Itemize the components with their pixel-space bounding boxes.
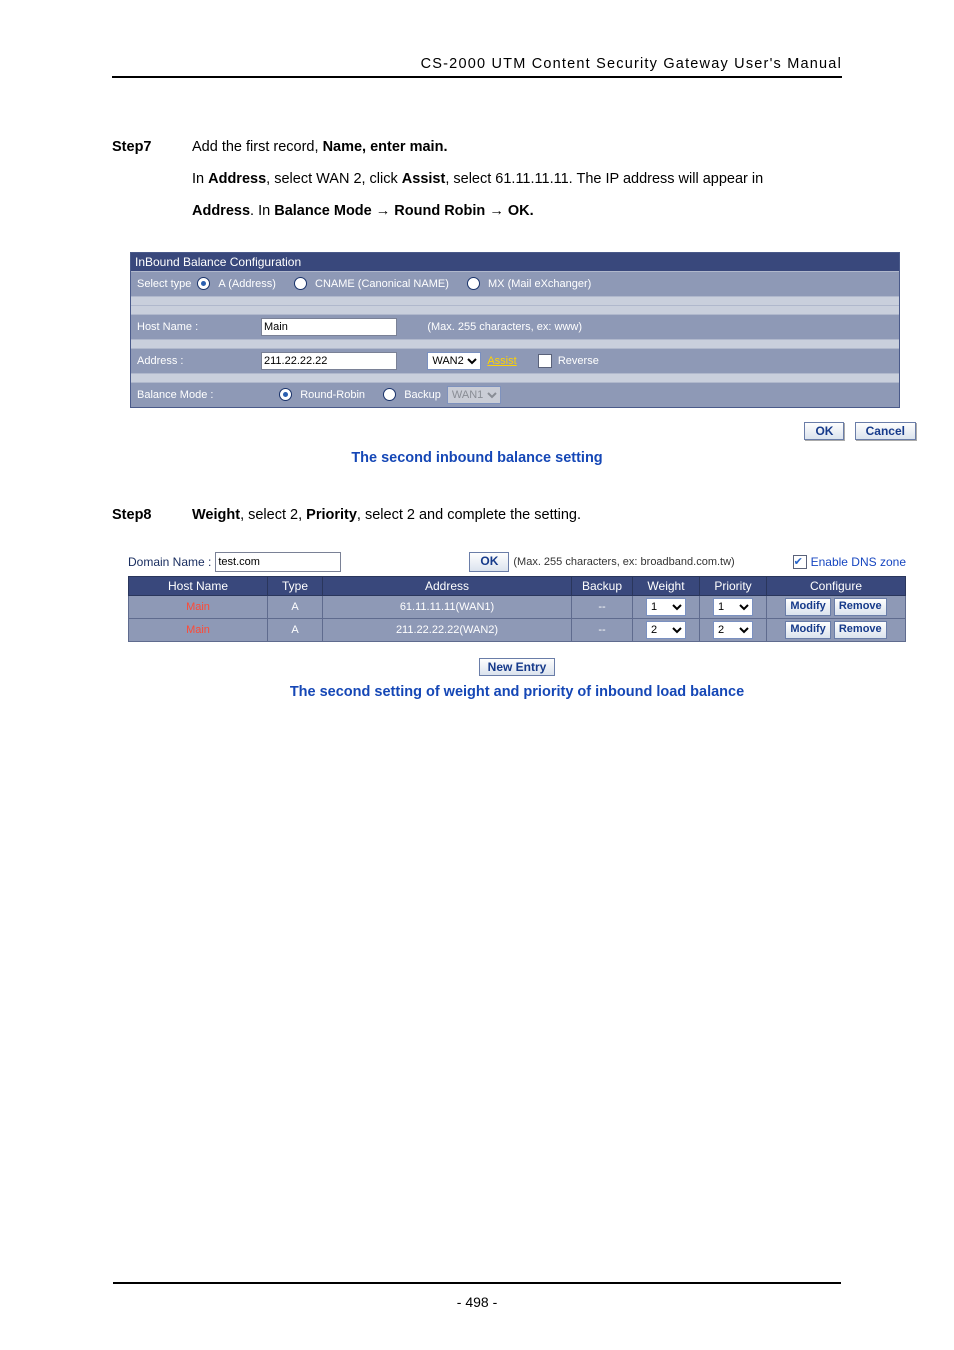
th-priority: Priority [700,576,767,595]
step7-t3d: Round Robin [390,203,489,219]
backup-wan-select: WAN1 [447,386,501,404]
step7-t3a: Address [192,203,250,219]
caption1: The second inbound balance setting [112,450,842,466]
step8-d: , select 2 and complete the setting. [357,507,581,523]
inbound-panel: InBound Balance Configuration Select typ… [130,252,900,408]
step7-t2d: Assist [402,171,446,187]
th-address: Address [323,576,572,595]
domain-ok-button[interactable]: OK [469,552,509,572]
bk-label: Backup [404,389,441,401]
step7-label: Step7 [112,132,192,228]
radio-roundrobin[interactable] [279,388,292,401]
weight-select[interactable]: 2 [646,621,686,639]
panel-title: InBound Balance Configuration [131,253,899,271]
enable-dns-label: Enable DNS zone [811,555,906,569]
address-input[interactable] [261,352,397,370]
th-host: Host Name [129,576,268,595]
address-label: Address : [137,355,255,367]
balance-label: Balance Mode : [137,389,255,401]
th-weight: Weight [633,576,700,595]
step8-label: Step8 [112,500,192,532]
hostname-label: Host Name : [137,321,255,333]
step7-t3e: OK. [504,203,534,219]
cell-type: A [268,618,323,641]
table-row: Main A 211.22.22.22(WAN2) -- 2 2 Modify … [129,618,906,641]
arrow2: → [489,203,504,219]
step7-t2a: In [192,171,208,187]
weight-select[interactable]: 1 [646,598,686,616]
arrow1: → [376,203,391,219]
step7-t2e: , select 61.11.11.11. The IP address wil… [445,171,763,187]
radio-a-label: A (Address) [218,278,275,290]
radio-cname-label: CNAME (Canonical NAME) [315,278,449,290]
th-type: Type [268,576,323,595]
step7-t2c: , select WAN 2, click [266,171,402,187]
cell-address: 211.22.22.22(WAN2) [323,618,572,641]
assist-link[interactable]: Assist [487,355,516,367]
new-entry-button[interactable]: New Entry [479,658,556,676]
select-type-label: Select type [137,278,191,290]
radio-mx-label: MX (Mail eXchanger) [488,278,591,290]
step7-t3b: . In [250,203,274,219]
rr-label: Round-Robin [300,389,365,401]
step7-t3c: Balance Mode [274,203,376,219]
cell-host: Main [129,595,268,618]
hostname-note: (Max. 255 characters, ex: www) [427,321,582,333]
step7-bold1: Name, enter main. [323,139,448,155]
remove-button[interactable]: Remove [834,621,887,639]
wan-select[interactable]: WAN2 [427,352,481,370]
ok-button[interactable]: OK [804,422,844,440]
radio-backup[interactable] [383,388,396,401]
cancel-button[interactable]: Cancel [855,422,916,440]
step8-b: , select 2, [240,507,306,523]
page-number: - 498 - [113,1282,841,1310]
step8-a: Weight [192,507,240,523]
hostname-input[interactable] [261,318,397,336]
priority-select[interactable]: 2 [713,621,753,639]
radio-cname[interactable] [294,277,307,290]
th-configure: Configure [767,576,906,595]
radio-mx[interactable] [467,277,480,290]
domain-name-label: Domain Name : [128,555,211,569]
domain-note: (Max. 255 characters, ex: broadband.com.… [513,556,734,568]
balance-table: Host Name Type Address Backup Weight Pri… [128,576,906,642]
caption2: The second setting of weight and priorit… [128,684,906,700]
step8-c: Priority [306,507,357,523]
doc-header: CS-2000 UTM Content Security Gateway Use… [112,56,842,78]
reverse-checkbox[interactable] [538,354,552,368]
cell-backup: -- [572,618,633,641]
priority-select[interactable]: 1 [713,598,753,616]
radio-a[interactable] [197,277,210,290]
enable-dns-checkbox[interactable] [793,555,807,569]
cell-address: 61.11.11.11(WAN1) [323,595,572,618]
reverse-label: Reverse [558,355,599,367]
domain-name-input[interactable] [215,552,341,572]
modify-button[interactable]: Modify [785,598,830,616]
step7-text: Add the first record, [192,139,323,155]
th-backup: Backup [572,576,633,595]
cell-backup: -- [572,595,633,618]
cell-host: Main [129,618,268,641]
table-row: Main A 61.11.11.11(WAN1) -- 1 1 Modify R… [129,595,906,618]
remove-button[interactable]: Remove [834,598,887,616]
modify-button[interactable]: Modify [785,621,830,639]
step7-t2b: Address [208,171,266,187]
cell-type: A [268,595,323,618]
